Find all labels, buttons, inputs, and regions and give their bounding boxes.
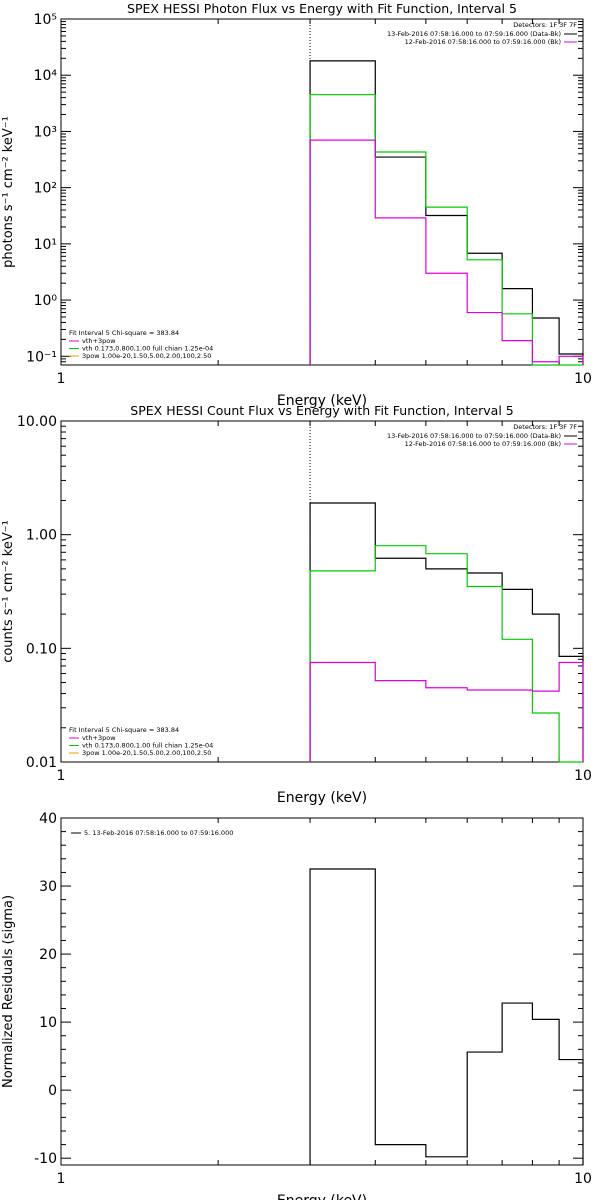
chart-title: SPEX HESSI Photon Flux vs Energy with Fi… [127, 1, 517, 16]
y-tick-label: 40 [39, 811, 57, 827]
legend-entry: vth+3pow [82, 337, 116, 345]
legend-entry: 3pow 1.00e-20,1.50,5.00,2.00,100,2.50 [82, 352, 211, 360]
series-1-histogram [309, 502, 584, 762]
y-tick-label: 10⁰ [34, 293, 58, 309]
chart-panel-1: SPEX HESSI Photon Flux vs Energy with Fi… [1, 1, 592, 409]
x-axis-label: Energy (keV) [277, 393, 367, 409]
x-tick-label: 1 [57, 768, 66, 784]
series-1-histogram [309, 868, 584, 1165]
y-tick-label: 10³ [34, 124, 57, 140]
legend-entry: 3pow 1.00e-20,1.50,5.00,2.00,100,2.50 [82, 749, 211, 757]
x-axis-label: Energy (keV) [277, 1193, 367, 1200]
y-axis-label: counts s⁻¹ cm⁻² keV⁻¹ [1, 520, 16, 663]
y-tick-label: 10 [39, 1015, 57, 1031]
y-tick-label: 30 [39, 879, 57, 895]
legend-entry: vth+3pow [82, 734, 116, 742]
legend-entry: vth 0.173,0.800,1.00 full chian 1.25e-04 [82, 345, 213, 353]
y-axis-label: photons s⁻¹ cm⁻² keV⁻¹ [1, 116, 16, 268]
time-range-label: 13-Feb-2016 07:58:16.000 to 07:59:16.000… [387, 30, 561, 38]
plot-frame [60, 18, 584, 366]
chart-title: SPEX HESSI Count Flux vs Energy with Fit… [130, 403, 513, 418]
detectors-label: Detectors: 1F 3F 7F [513, 21, 577, 29]
detectors-label: Detectors: 1F 3F 7F [513, 423, 577, 431]
series-3-histogram [309, 661, 584, 762]
y-tick-label: 0.10 [26, 641, 57, 657]
y-tick-label: 10.00 [17, 414, 57, 430]
time-range-label: 12-Feb-2016 07:58:16.000 to 07:59:16.000… [405, 38, 561, 46]
time-range-label: 13-Feb-2016 07:58:16.000 to 07:59:16.000… [387, 432, 561, 440]
y-axis-label: Normalized Residuals (sigma) [1, 895, 16, 1088]
chart-panel-3: 1 10 -10 0 10 20 30 40 Energy (keV) Normalized Re… [1, 811, 592, 1200]
series-2-histogram [309, 94, 583, 366]
y-tick-label: 1.00 [26, 528, 57, 544]
x-tick-label: 10 [574, 371, 592, 387]
x-tick-label: 1 [57, 1171, 66, 1187]
chart-panel-2: SPEX HESSI Count Flux vs Energy with Fit… [1, 403, 592, 806]
y-tick-label: 10⁻¹ [26, 349, 57, 365]
x-axis-label: Energy (keV) [277, 790, 367, 806]
fit-legend-title: Fit Interval 5 Chi-square = 383.84 [69, 329, 179, 337]
plot-frame [60, 420, 584, 763]
y-tick-label: 0.01 [26, 755, 57, 771]
y-tick-label: 10² [34, 181, 57, 197]
legend-entry: vth 0.173,0.800,1.00 full chian 1.25e-04 [82, 742, 213, 750]
y-tick-label: 20 [39, 947, 57, 963]
time-range-label: 12-Feb-2016 07:58:16.000 to 07:59:16.000… [405, 440, 561, 448]
x-tick-label: 10 [574, 1171, 592, 1187]
y-tick-label: 0 [48, 1083, 57, 1099]
y-tick-label: 10⁴ [34, 68, 58, 84]
y-tick-label: 10¹ [34, 237, 57, 253]
x-tick-label: 10 [574, 768, 592, 784]
x-tick-label: 1 [57, 371, 66, 387]
series-3-histogram [309, 139, 584, 365]
legend-entry: 5. 13-Feb-2016 07:58:16.000 to 07:59:16.… [84, 829, 233, 837]
y-tick-label: 10⁵ [34, 12, 57, 28]
series-1-histogram [309, 60, 584, 365]
plot-frame [60, 817, 584, 1166]
series-2-histogram [309, 545, 583, 763]
fit-legend-title: Fit Interval 5 Chi-square = 383.84 [69, 726, 179, 734]
y-tick-label: -10 [34, 1151, 57, 1167]
